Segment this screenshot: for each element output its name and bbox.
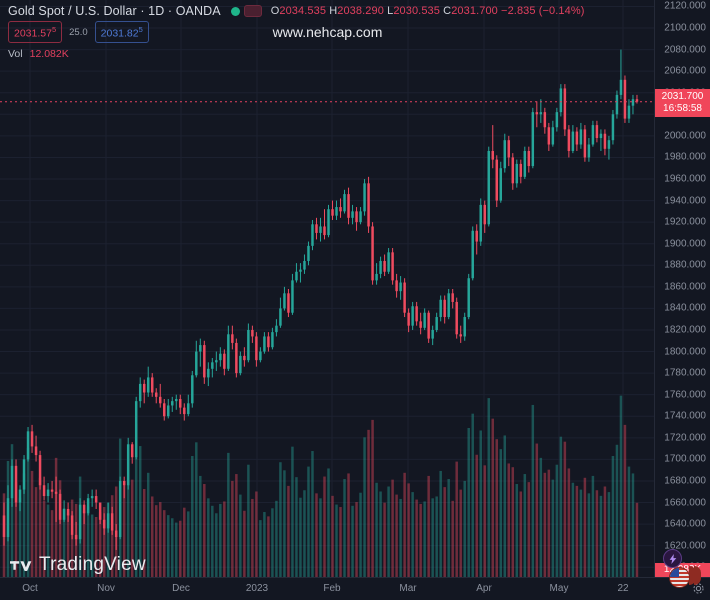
time-tick: Apr [476, 583, 492, 594]
price-tick: 1800.000 [664, 346, 706, 358]
price-tick: 2120.000 [664, 0, 706, 12]
price-tick: 1760.000 [664, 389, 706, 401]
time-tick: Oct [22, 583, 38, 594]
gear-icon[interactable] [692, 582, 705, 595]
chart-gridlines [0, 0, 655, 578]
price-tick: 2080.000 [664, 44, 706, 56]
flag-chevron-1 [694, 566, 701, 585]
flag-canton [670, 568, 679, 577]
flag-stripes [670, 568, 689, 587]
price-tick: 1720.000 [664, 432, 706, 444]
price-tick: 1680.000 [664, 475, 706, 487]
price-tick: 1860.000 [664, 281, 706, 293]
price-tick: 1900.000 [664, 238, 706, 250]
last-price-time: 16:58:58 [663, 102, 702, 114]
last-price-value: 2031.700 [661, 90, 704, 102]
price-tick: 1640.000 [664, 518, 706, 530]
time-tick: Nov [97, 583, 115, 594]
flag-stripe [670, 570, 689, 572]
time-tick: 22 [617, 583, 629, 594]
us-flag-icon[interactable] [669, 567, 690, 588]
price-tick: 1980.000 [664, 151, 706, 163]
price-tick: 1620.000 [664, 540, 706, 552]
price-tick: 1780.000 [664, 367, 706, 379]
bolt-glyph [669, 553, 676, 564]
price-tick: 1840.000 [664, 302, 706, 314]
time-tick: May [549, 583, 569, 594]
price-tick: 1920.000 [664, 216, 706, 228]
flag-stripe [670, 582, 689, 584]
lightning-bolt-icon[interactable] [663, 549, 682, 568]
flag-stripe [670, 574, 689, 576]
price-tick: 2000.000 [664, 130, 706, 142]
last-price-badge: 2031.700 16:58:58 [655, 88, 710, 117]
flag-chevron-2 [689, 566, 696, 585]
time-tick: 2023 [245, 583, 269, 594]
price-tick: 1880.000 [664, 259, 706, 271]
price-tick: 2100.000 [664, 22, 706, 34]
time-tick: Dec [172, 583, 190, 594]
price-tick: 1820.000 [664, 324, 706, 336]
candlestick-series [0, 49, 655, 578]
price-tick: 2060.000 [664, 65, 706, 77]
price-scale[interactable]: 2031.700 16:58:58 12.082K 2120.0002100.0… [654, 0, 710, 578]
time-scale[interactable]: Oct Nov Dec 2023 Feb Mar Apr May 22 [0, 577, 710, 600]
time-tick: Feb [323, 583, 341, 594]
price-tick: 1660.000 [664, 497, 706, 508]
price-tick: 1960.000 [664, 173, 706, 185]
price-tick: 1740.000 [664, 410, 706, 422]
price-tick: 1940.000 [664, 195, 706, 207]
chart-plot-area[interactable] [0, 0, 655, 578]
flag-stripe [670, 578, 689, 580]
flag-stripe [670, 586, 689, 587]
price-tick: 1700.000 [664, 453, 706, 465]
time-tick: Mar [399, 583, 417, 594]
